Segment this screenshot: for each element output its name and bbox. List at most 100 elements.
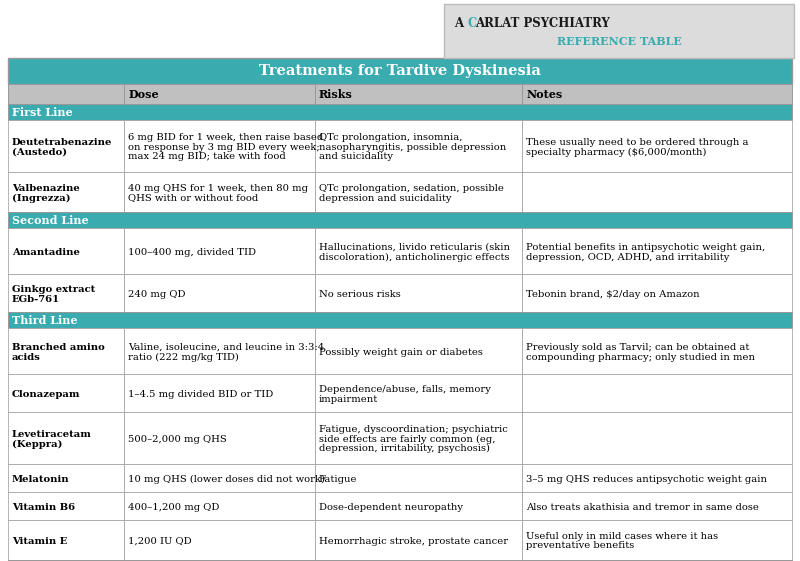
Bar xyxy=(8,492,124,520)
Bar xyxy=(124,172,314,212)
Text: ratio (222 mg/kg TID): ratio (222 mg/kg TID) xyxy=(128,352,239,362)
Bar xyxy=(124,274,314,312)
Bar xyxy=(314,412,522,464)
Text: preventative benefits: preventative benefits xyxy=(526,541,634,550)
Bar xyxy=(522,374,792,412)
Text: Melatonin: Melatonin xyxy=(12,475,70,484)
Bar xyxy=(124,520,314,560)
Text: specialty pharmacy ($6,000/month): specialty pharmacy ($6,000/month) xyxy=(526,148,707,157)
Bar xyxy=(314,520,522,560)
Bar xyxy=(522,464,792,492)
Bar xyxy=(8,212,792,228)
Text: 3–5 mg QHS reduces antipsychotic weight gain: 3–5 mg QHS reduces antipsychotic weight … xyxy=(526,475,767,484)
Text: QTc prolongation, insomnia,: QTc prolongation, insomnia, xyxy=(318,133,462,142)
Text: Previously sold as Tarvil; can be obtained at: Previously sold as Tarvil; can be obtain… xyxy=(526,343,750,352)
Bar xyxy=(124,84,314,104)
Text: These usually need to be ordered through a: These usually need to be ordered through… xyxy=(526,138,749,147)
Bar xyxy=(8,84,124,104)
Text: side effects are fairly common (eg,: side effects are fairly common (eg, xyxy=(318,435,495,444)
Bar xyxy=(124,228,314,274)
Bar xyxy=(522,172,792,212)
Text: depression, OCD, ADHD, and irritability: depression, OCD, ADHD, and irritability xyxy=(526,252,730,261)
Text: First Line: First Line xyxy=(12,107,73,117)
Text: depression and suicidality: depression and suicidality xyxy=(318,194,451,203)
Bar xyxy=(8,520,124,560)
Text: Amantadine: Amantadine xyxy=(12,247,80,256)
Text: max 24 mg BID; take with food: max 24 mg BID; take with food xyxy=(128,153,286,162)
Text: (Ingrezza): (Ingrezza) xyxy=(12,194,70,203)
Text: C: C xyxy=(467,17,476,30)
Text: Possibly weight gain or diabetes: Possibly weight gain or diabetes xyxy=(318,348,482,357)
Text: Dependence/abuse, falls, memory: Dependence/abuse, falls, memory xyxy=(318,385,490,394)
Text: Valine, isoleucine, and leucine in 3:3:4: Valine, isoleucine, and leucine in 3:3:4 xyxy=(128,343,324,352)
Bar xyxy=(124,328,314,374)
Text: depression, irritability, psychosis): depression, irritability, psychosis) xyxy=(318,444,490,453)
Bar xyxy=(124,120,314,172)
Text: on response by 3 mg BID every week;: on response by 3 mg BID every week; xyxy=(128,142,320,151)
Text: ARLAT PSYCHIATRY: ARLAT PSYCHIATRY xyxy=(475,17,610,30)
Bar xyxy=(8,274,124,312)
Text: No serious risks: No serious risks xyxy=(318,289,400,298)
Text: 1,200 IU QD: 1,200 IU QD xyxy=(128,537,192,546)
Bar xyxy=(8,328,124,374)
Text: Potential benefits in antipsychotic weight gain,: Potential benefits in antipsychotic weig… xyxy=(526,243,766,252)
Bar xyxy=(314,464,522,492)
Text: Branched amino: Branched amino xyxy=(12,343,105,352)
Text: Hemorrhagic stroke, prostate cancer: Hemorrhagic stroke, prostate cancer xyxy=(318,537,508,546)
Text: discoloration), anticholinergic effects: discoloration), anticholinergic effects xyxy=(318,252,509,261)
Text: (Keppra): (Keppra) xyxy=(12,439,62,449)
Bar xyxy=(124,464,314,492)
Text: Clonazepam: Clonazepam xyxy=(12,390,81,399)
Bar xyxy=(314,84,522,104)
Text: 1–4.5 mg divided BID or TID: 1–4.5 mg divided BID or TID xyxy=(128,390,274,399)
Text: 400–1,200 mg QD: 400–1,200 mg QD xyxy=(128,503,219,512)
Text: impairment: impairment xyxy=(318,394,378,403)
Text: nasopharyngitis, possible depression: nasopharyngitis, possible depression xyxy=(318,142,506,151)
Bar xyxy=(522,412,792,464)
Bar xyxy=(8,374,124,412)
Bar xyxy=(8,58,792,84)
Text: (Austedo): (Austedo) xyxy=(12,148,67,157)
Text: Notes: Notes xyxy=(526,89,562,99)
Text: Ginkgo extract: Ginkgo extract xyxy=(12,285,95,294)
Text: Valbenazine: Valbenazine xyxy=(12,184,80,193)
Text: Vitamin B6: Vitamin B6 xyxy=(12,503,75,512)
Bar xyxy=(314,492,522,520)
Text: Tebonin brand, $2/day on Amazon: Tebonin brand, $2/day on Amazon xyxy=(526,289,700,298)
Bar xyxy=(8,312,792,328)
Bar xyxy=(522,274,792,312)
Bar xyxy=(124,492,314,520)
Text: QHS with or without food: QHS with or without food xyxy=(128,194,258,203)
Bar xyxy=(8,412,124,464)
Bar xyxy=(522,520,792,560)
Bar xyxy=(314,172,522,212)
Bar xyxy=(8,464,124,492)
Text: 10 mg QHS (lower doses did not work): 10 mg QHS (lower doses did not work) xyxy=(128,475,325,484)
Bar xyxy=(124,412,314,464)
Text: Dose-dependent neuropathy: Dose-dependent neuropathy xyxy=(318,503,462,512)
Text: acids: acids xyxy=(12,352,41,361)
Text: and suicidality: and suicidality xyxy=(318,153,393,162)
Text: EGb-761: EGb-761 xyxy=(12,295,60,304)
Bar xyxy=(444,4,794,58)
Bar xyxy=(124,374,314,412)
Text: A: A xyxy=(454,17,467,30)
Text: Vitamin E: Vitamin E xyxy=(12,537,67,546)
Bar xyxy=(522,328,792,374)
Text: Fatigue, dyscoordination; psychiatric: Fatigue, dyscoordination; psychiatric xyxy=(318,425,507,434)
Text: Fatigue: Fatigue xyxy=(318,475,357,484)
Text: Second Line: Second Line xyxy=(12,214,89,226)
Text: Useful only in mild cases where it has: Useful only in mild cases where it has xyxy=(526,532,718,541)
Bar xyxy=(522,228,792,274)
Text: 500–2,000 mg QHS: 500–2,000 mg QHS xyxy=(128,435,226,444)
Bar xyxy=(8,104,792,120)
Text: 40 mg QHS for 1 week, then 80 mg: 40 mg QHS for 1 week, then 80 mg xyxy=(128,184,308,193)
Bar xyxy=(8,120,124,172)
Bar xyxy=(314,328,522,374)
Bar xyxy=(522,492,792,520)
Text: 240 mg QD: 240 mg QD xyxy=(128,289,186,298)
Bar xyxy=(314,120,522,172)
Bar xyxy=(314,228,522,274)
Bar xyxy=(8,172,124,212)
Text: Also treats akathisia and tremor in same dose: Also treats akathisia and tremor in same… xyxy=(526,503,759,512)
